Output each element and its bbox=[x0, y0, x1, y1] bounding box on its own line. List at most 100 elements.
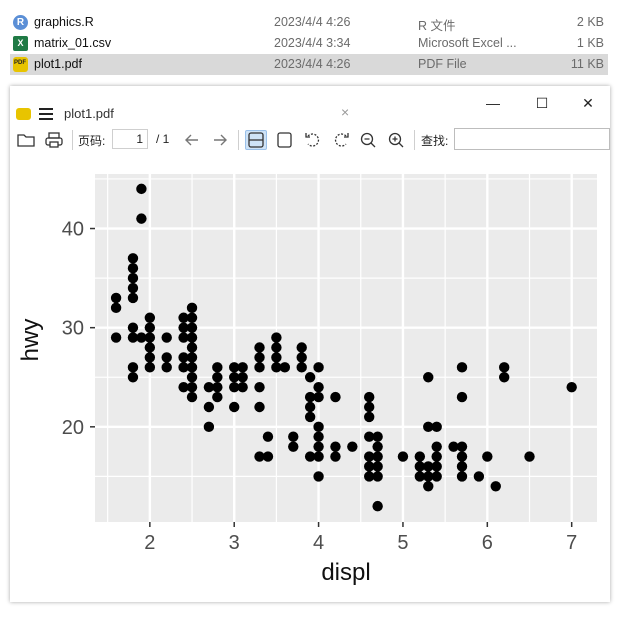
data-point bbox=[304, 451, 316, 462]
excel-file-icon: X bbox=[13, 36, 28, 51]
fit-page-icon[interactable] bbox=[275, 131, 295, 149]
close-button[interactable]: ✕ bbox=[582, 95, 594, 111]
maximize-button[interactable]: ☐ bbox=[535, 95, 549, 111]
data-point bbox=[330, 451, 341, 462]
data-point bbox=[304, 411, 316, 423]
file-size: 1 KB bbox=[576, 36, 604, 50]
data-point bbox=[288, 441, 299, 452]
data-point bbox=[161, 352, 172, 363]
data-point bbox=[304, 401, 316, 413]
data-point bbox=[313, 421, 324, 433]
data-point bbox=[364, 431, 375, 442]
y-tick-label: 30 bbox=[62, 318, 84, 340]
file-row-graphics[interactable]: R graphics.R 2023/4/4 4:26 R 文件 2 KB bbox=[10, 12, 608, 33]
data-point bbox=[110, 292, 122, 304]
toolbar-divider bbox=[414, 130, 415, 150]
data-point bbox=[364, 471, 375, 482]
data-point bbox=[423, 481, 434, 492]
data-point bbox=[313, 362, 324, 373]
data-point bbox=[498, 362, 510, 373]
x-tick-label: 6 bbox=[482, 532, 493, 554]
data-point bbox=[127, 262, 139, 274]
data-point bbox=[186, 302, 198, 314]
zoom-out-icon[interactable] bbox=[359, 131, 379, 149]
data-point bbox=[372, 451, 383, 462]
tab-close-icon[interactable]: × bbox=[341, 104, 350, 120]
data-point bbox=[136, 332, 147, 343]
data-point bbox=[364, 401, 375, 413]
data-point bbox=[229, 381, 240, 393]
data-point bbox=[127, 282, 139, 294]
data-point bbox=[203, 401, 215, 413]
page-total: / 1 bbox=[156, 132, 170, 146]
data-point bbox=[212, 381, 223, 393]
scatter-plot: 2 3 4 5 6 7 20 30 40 displ hwy bbox=[17, 174, 597, 586]
data-point bbox=[304, 391, 316, 403]
data-point bbox=[431, 461, 442, 472]
x-tick-label: 3 bbox=[229, 532, 240, 554]
data-point bbox=[212, 372, 223, 383]
data-point bbox=[203, 381, 215, 393]
data-point bbox=[313, 391, 324, 403]
minimize-button[interactable]: — bbox=[486, 95, 500, 111]
file-size: 11 KB bbox=[570, 57, 604, 71]
data-point bbox=[178, 381, 189, 393]
data-point bbox=[186, 372, 198, 383]
data-point bbox=[186, 381, 198, 393]
data-point bbox=[203, 421, 215, 433]
data-point bbox=[431, 421, 442, 433]
file-row-plot1[interactable]: plot1.pdf 2023/4/4 4:26 PDF File 11 KB bbox=[10, 54, 608, 75]
data-point bbox=[254, 381, 265, 393]
data-point bbox=[423, 372, 434, 383]
open-folder-icon[interactable] bbox=[16, 131, 36, 149]
rotate-left-icon[interactable] bbox=[303, 131, 323, 149]
pdf-viewer-window: plot1.pdf × — ☐ ✕ 页码: 1 / 1 查找: 2 3 4 5 6 7 20 bbox=[10, 86, 610, 602]
data-point bbox=[127, 362, 139, 373]
data-point bbox=[178, 352, 189, 363]
file-row-matrix[interactable]: X matrix_01.csv 2023/4/4 3:34 Microsoft … bbox=[10, 33, 608, 54]
data-point bbox=[186, 352, 198, 363]
data-point bbox=[524, 451, 535, 462]
data-point bbox=[473, 471, 485, 482]
file-size: 2 KB bbox=[576, 15, 604, 29]
title-bar: plot1.pdf × — ☐ ✕ bbox=[10, 86, 610, 126]
print-icon[interactable] bbox=[44, 131, 64, 149]
data-point bbox=[186, 362, 198, 373]
data-point bbox=[296, 362, 307, 373]
tab-title[interactable]: plot1.pdf bbox=[64, 106, 114, 121]
data-point bbox=[364, 451, 375, 462]
data-point bbox=[212, 362, 223, 373]
data-point bbox=[364, 411, 375, 423]
data-point bbox=[186, 322, 198, 333]
data-point bbox=[178, 322, 189, 333]
data-point bbox=[144, 332, 156, 343]
data-point bbox=[448, 441, 459, 452]
previous-page-icon[interactable] bbox=[182, 131, 202, 149]
data-point bbox=[414, 471, 426, 482]
data-point bbox=[296, 342, 307, 353]
data-point bbox=[178, 332, 189, 343]
data-point bbox=[161, 332, 172, 343]
next-page-icon[interactable] bbox=[210, 131, 230, 149]
hamburger-menu-icon[interactable] bbox=[39, 108, 53, 120]
rotate-right-icon[interactable] bbox=[331, 131, 351, 149]
data-point bbox=[313, 431, 324, 442]
data-point bbox=[254, 352, 265, 363]
data-point bbox=[186, 332, 198, 343]
zoom-in-icon[interactable] bbox=[387, 131, 407, 149]
data-point bbox=[271, 362, 282, 373]
fit-width-button[interactable] bbox=[245, 130, 267, 150]
data-point bbox=[178, 362, 189, 373]
page-number-input[interactable]: 1 bbox=[112, 129, 148, 149]
data-point bbox=[186, 391, 198, 403]
data-point bbox=[313, 381, 324, 393]
data-point bbox=[254, 451, 265, 462]
data-point bbox=[313, 441, 324, 452]
find-input[interactable] bbox=[454, 128, 610, 150]
x-tick-label: 7 bbox=[566, 532, 577, 554]
data-point bbox=[262, 451, 274, 462]
data-point bbox=[127, 292, 139, 304]
data-point bbox=[431, 441, 442, 452]
data-point bbox=[262, 431, 274, 442]
data-point bbox=[456, 441, 468, 452]
